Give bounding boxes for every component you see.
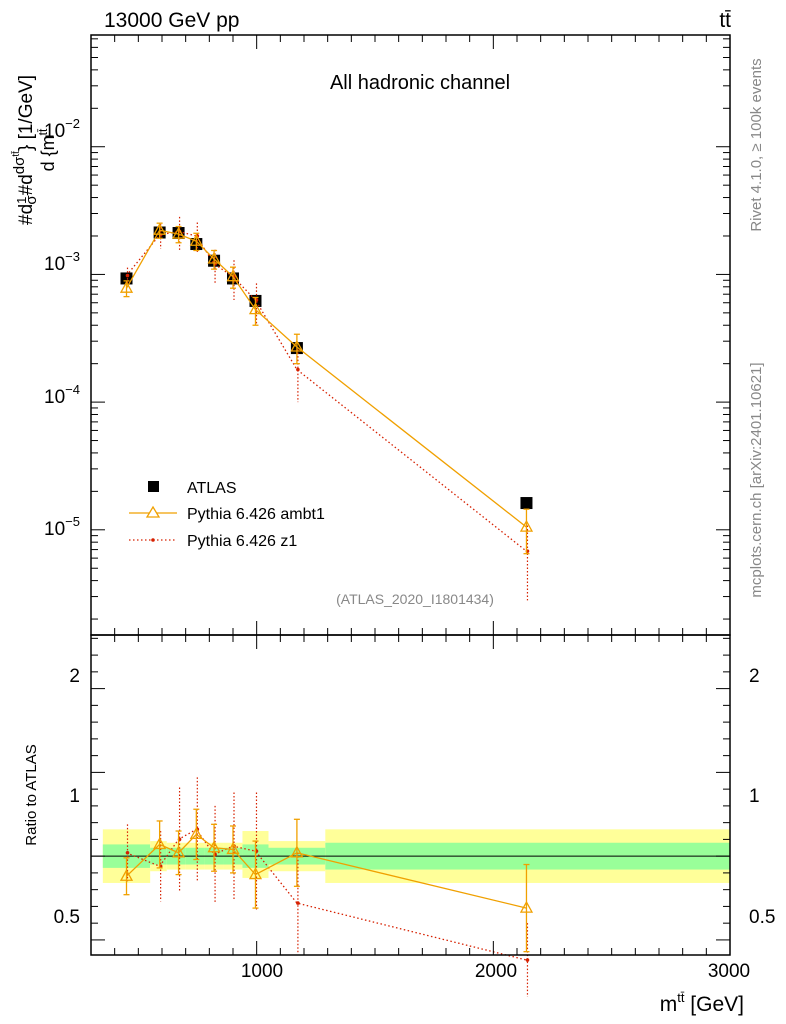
side-site-label: mcplots.cern.ch [arXiv:2401.10621] (748, 362, 765, 597)
ambt1-data-point (290, 339, 304, 352)
ratio-z1-point (525, 958, 530, 962)
channel-label: All hadronic channel (330, 72, 510, 94)
ratio-y-tick-label-right: 2 (749, 666, 760, 687)
energy-label: 13000 GeV pp (104, 9, 239, 32)
ambt1-data-point (171, 226, 186, 239)
ambt1-data-point (226, 269, 240, 282)
z1-data-point (296, 367, 300, 372)
atlas-data-point (520, 497, 533, 510)
x-tick-label: 1000 (241, 961, 283, 982)
main-y-tick-label: 10−3 (44, 249, 80, 275)
ratio-ambt1-point (119, 868, 134, 881)
side-rivet-label: Rivet 4.1.0, ≥ 100k events (748, 58, 765, 231)
ratio-y-axis-title: Ratio to ATLAS (23, 744, 40, 845)
ambt1-data-point (189, 233, 203, 246)
ratio-ambt1-point (207, 840, 221, 853)
ambt1-data-point (207, 251, 221, 264)
analysis-id: (ATLAS_2020_I1801434) (336, 591, 494, 607)
ratio-y-tick-label-right: 0.5 (749, 907, 775, 928)
ambt1-data-point (248, 302, 263, 315)
legend-label-z1: Pythia 6.426 z1 (187, 533, 297, 550)
ratio-y-tick-label-right: 1 (749, 786, 760, 807)
ambt1-data-point (519, 519, 534, 532)
main-panel-series (119, 216, 534, 601)
ratio-ambt1-point (519, 900, 534, 913)
svg-text:#d1σ#ddσtt̄} [1/GeV]: #d1σ#ddσtt̄} [1/GeV] (10, 75, 40, 225)
z1-data-point (125, 273, 130, 278)
ratio-ambt1-point (189, 827, 203, 840)
ratio-ambt1-point (248, 867, 263, 880)
main-y-tick-label: 10−4 (44, 382, 80, 408)
legend-marker-ambt1 (145, 505, 161, 518)
legend: ATLAS Pythia 6.426 ambt1 Pythia 6.426 z1 (129, 480, 325, 550)
ratio-ambt1-point (153, 837, 167, 850)
ratio-y-tick-label: 1 (69, 786, 80, 807)
ratio-y-tick-label: 0.5 (54, 907, 80, 928)
legend-marker-z1 (151, 538, 155, 542)
axis-ticks (90, 35, 731, 955)
ratio-panel-series (119, 777, 534, 997)
legend-marker-atlas (148, 481, 159, 492)
x-axis-title: mtt̄ [GeV] (660, 990, 744, 1016)
legend-label-ambt1: Pythia 6.426 ambt1 (187, 506, 325, 523)
ratio-ambt1-point (171, 845, 186, 858)
z1-series-line (125, 230, 527, 552)
svg-text:d {mtt̄: d {mtt̄ (36, 128, 58, 171)
ratio-ambt1-point (226, 842, 240, 855)
main-y-axis-title: #d1σ#ddσtt̄} [1/GeV] d {mtt̄ (10, 75, 58, 225)
x-tick-label: 2000 (475, 961, 517, 982)
ambt1-data-point (119, 280, 134, 293)
ratio-ambt1-point (290, 845, 304, 858)
process-label: tt̄ (719, 9, 731, 32)
ratio-z1-point (125, 851, 130, 855)
main-y-tick-label: 10−5 (44, 514, 80, 540)
ratio-panel-frame (90, 634, 731, 956)
ratio-y-tick-label: 2 (69, 666, 80, 687)
x-tick-label: 3000 (708, 961, 750, 982)
ambt1-data-point (153, 222, 167, 235)
legend-label-atlas: ATLAS (187, 480, 237, 497)
main-y-tick-label: 10−2 (44, 116, 80, 142)
ratio-z1-point (296, 901, 300, 905)
